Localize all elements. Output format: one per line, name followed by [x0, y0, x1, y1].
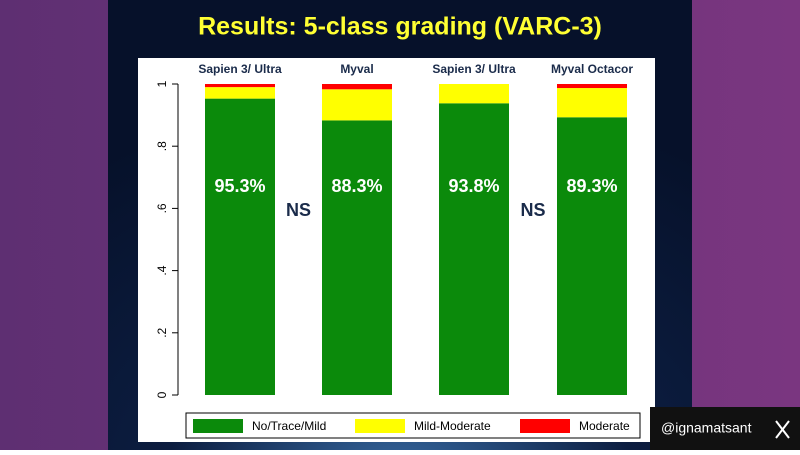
bar-segment — [439, 84, 509, 104]
legend-swatch — [193, 419, 243, 433]
y-tick-label: .6 — [155, 203, 169, 213]
value-label: 88.3% — [331, 176, 382, 196]
bar-segment — [205, 87, 275, 99]
bar-segment — [557, 84, 627, 89]
legend-label: Mild-Moderate — [414, 419, 491, 433]
bar-segment — [205, 84, 275, 88]
category-label: Myval Octacor — [551, 62, 633, 76]
bar-segment — [322, 89, 392, 121]
legend-swatch — [355, 419, 405, 433]
value-label: 95.3% — [214, 176, 265, 196]
bar-segment — [322, 84, 392, 90]
category-label: Sapien 3/ Ultra — [198, 62, 282, 76]
chart-title: Results: 5-class grading (VARC-3) — [198, 13, 602, 41]
legend-label: No/Trace/Mild — [252, 419, 326, 433]
y-tick-label: .2 — [155, 327, 169, 337]
bar-segment — [439, 103, 509, 396]
y-tick-label: 0 — [155, 391, 169, 398]
category-label: Sapien 3/ Ultra — [432, 62, 516, 76]
bar-segment — [557, 117, 627, 395]
x-logo — [775, 420, 790, 439]
bar-segment — [557, 88, 627, 118]
y-tick-label: .4 — [155, 265, 169, 275]
annotation: NS — [286, 200, 311, 220]
legend-swatch — [520, 419, 570, 433]
category-label: Myval — [340, 62, 373, 76]
legend-label: Moderate — [579, 419, 630, 433]
value-label: 89.3% — [566, 176, 617, 196]
y-tick-label: .8 — [155, 141, 169, 151]
annotation: NS — [520, 200, 545, 220]
value-label: 93.8% — [448, 176, 499, 196]
watermark-box — [650, 407, 800, 450]
bar-segment — [322, 120, 392, 396]
watermark: @ignamatsant — [661, 420, 752, 436]
bar-segment — [205, 98, 275, 395]
y-tick-label: 1 — [155, 80, 169, 87]
